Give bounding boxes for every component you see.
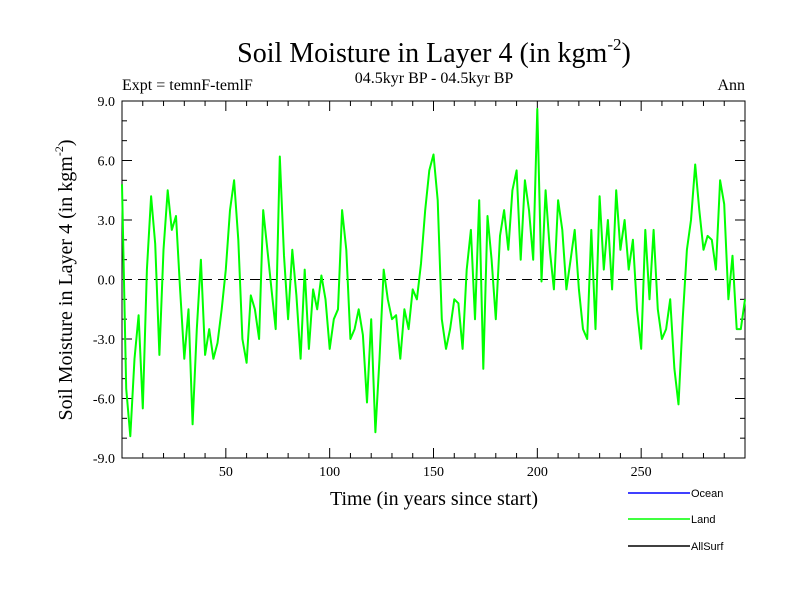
- y-tick-label: 3.0: [98, 214, 116, 229]
- x-tick-label: 150: [423, 465, 444, 480]
- chart-title-close: ): [622, 38, 631, 69]
- chart-subtitle: 04.5kyr BP - 04.5kyr BP: [355, 70, 514, 87]
- x-tick-label: 100: [319, 465, 340, 480]
- x-tick-label: 250: [631, 465, 652, 480]
- y-tick-label: 9.0: [98, 95, 116, 110]
- x-axis-label: Time (in years since start): [330, 488, 538, 510]
- legend: Ocean Land AllSurf: [628, 488, 724, 553]
- y-axis-label: Soil Moisture in Layer 4 (in kgm-2): [52, 139, 77, 420]
- y-tick-label: 0.0: [98, 274, 116, 289]
- x-tick-label: 50: [219, 465, 233, 480]
- x-tick-label: 200: [527, 465, 548, 480]
- season-label: Ann: [717, 77, 745, 94]
- legend-label-ocean: Ocean: [691, 488, 723, 500]
- legend-label-allsurf: AllSurf: [691, 541, 724, 553]
- y-axis-label-sup: -2: [52, 146, 66, 156]
- y-tick-label: -9.0: [93, 452, 115, 467]
- chart-title-main: Soil Moisture in Layer 4 (in kgm: [237, 38, 607, 69]
- y-axis-label-close: ): [55, 139, 77, 146]
- legend-label-land: Land: [691, 514, 715, 526]
- experiment-label: Expt = temnF-temlF: [122, 77, 253, 94]
- chart-title-sup: -2: [607, 35, 621, 54]
- y-tick-label: -3.0: [93, 333, 115, 348]
- y-axis-label-main: Soil Moisture in Layer 4 (in kgm: [55, 156, 77, 421]
- series-line-land: [121, 107, 746, 438]
- y-tick-label: -6.0: [93, 393, 115, 408]
- chart-title: Soil Moisture in Layer 4 (in kgm-2): [237, 35, 631, 69]
- y-tick-label: 6.0: [98, 155, 116, 170]
